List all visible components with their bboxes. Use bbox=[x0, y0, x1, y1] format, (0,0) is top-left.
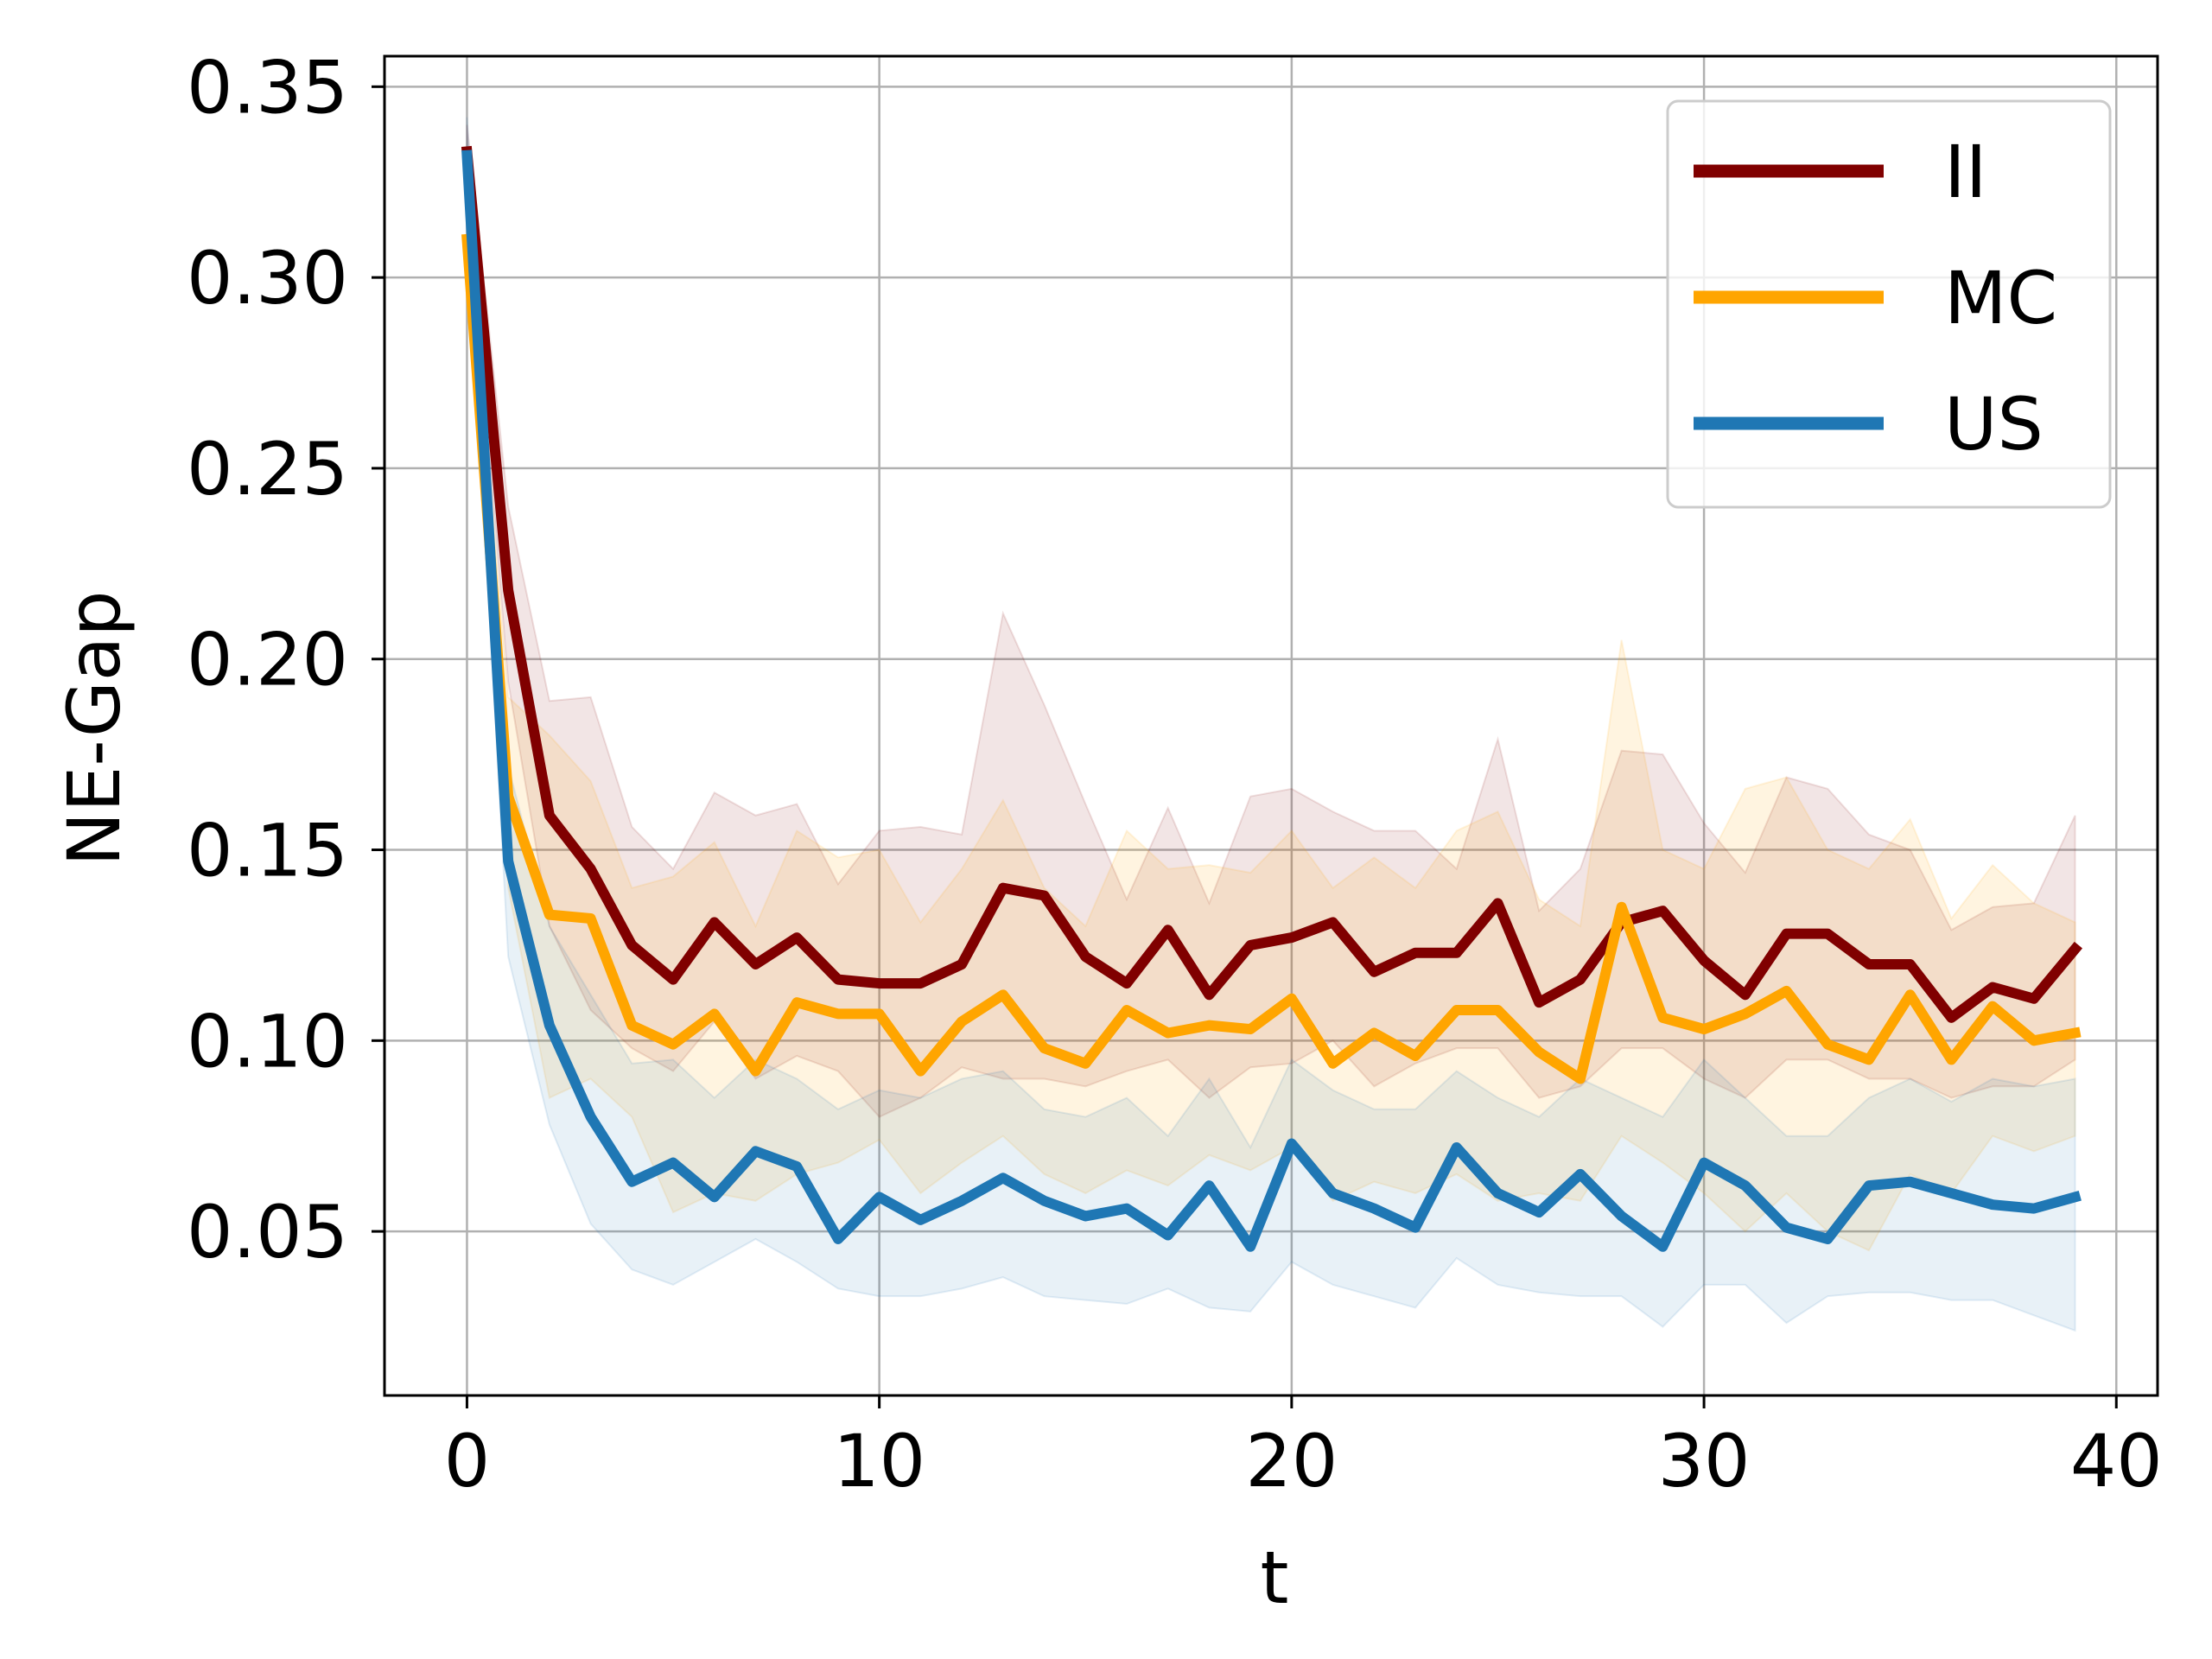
band-ii bbox=[466, 124, 2076, 1118]
series-line-mc bbox=[461, 233, 2082, 1084]
x-tick-label-30: 30 bbox=[1658, 1419, 1751, 1503]
y-tick-label-0.15: 0.15 bbox=[187, 809, 348, 893]
x-axis-ticks: 0 10 20 30 40 bbox=[444, 1395, 2163, 1503]
y-tick-label-0.35: 0.35 bbox=[187, 45, 348, 130]
y-tick-label-0.10: 0.10 bbox=[187, 999, 348, 1084]
x-axis-label: t bbox=[1261, 1535, 1289, 1620]
x-tick-label-20: 20 bbox=[1245, 1419, 1338, 1503]
band-mc bbox=[466, 200, 2076, 1252]
legend-box bbox=[1666, 99, 2112, 509]
legend-label-us: US bbox=[1944, 382, 2044, 467]
series-line-ii bbox=[461, 145, 2083, 1023]
confidence-bands bbox=[466, 117, 2076, 1332]
band-us bbox=[466, 117, 2076, 1332]
y-tick-label-0.05: 0.05 bbox=[187, 1190, 348, 1274]
x-tick-label-0: 0 bbox=[444, 1419, 490, 1503]
legend-label-ii: II bbox=[1944, 130, 1987, 214]
series-line-us bbox=[461, 149, 2082, 1252]
y-tick-label-0.30: 0.30 bbox=[187, 236, 348, 321]
plot-area-frame bbox=[383, 54, 2159, 1397]
legend: II MC US bbox=[1666, 99, 2112, 509]
y-axis-label: NE-Gap bbox=[52, 590, 137, 866]
y-axis-ticks: 0.05 0.10 0.15 0.20 0.25 0.30 0.35 bbox=[187, 45, 385, 1274]
y-tick-label-0.25: 0.25 bbox=[187, 427, 348, 512]
series-lines bbox=[461, 145, 2083, 1252]
y-tick-label-0.20: 0.20 bbox=[187, 618, 348, 702]
x-tick-label-10: 10 bbox=[833, 1419, 925, 1503]
x-tick-label-40: 40 bbox=[2070, 1419, 2163, 1503]
legend-label-mc: MC bbox=[1944, 256, 2057, 340]
